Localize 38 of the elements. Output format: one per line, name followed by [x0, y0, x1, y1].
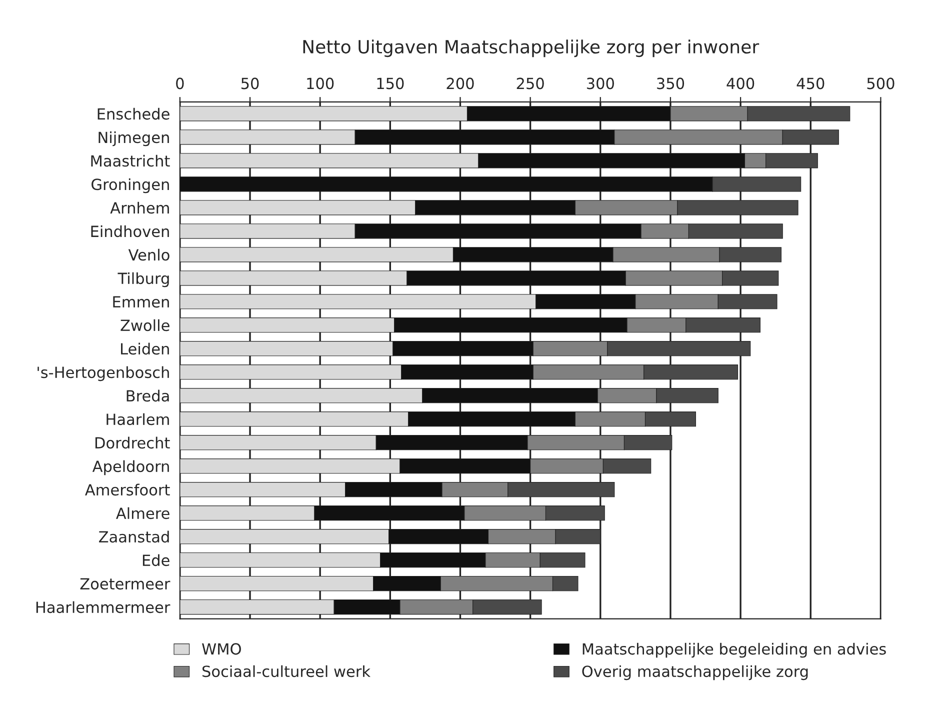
x-tick-label: 300: [586, 78, 614, 90]
x-tick-label: 150: [377, 78, 404, 90]
legend-label: Maatschappelijke begeleiding en advies: [582, 642, 886, 658]
legend-label: Sociaal-cultureel werk: [202, 665, 370, 678]
legend-label: Overig maatschappelijke zorg: [582, 665, 808, 680]
y-tick-label: Enschede: [98, 108, 170, 120]
y-tick-label: Nijmegen: [98, 131, 169, 146]
y-tick-label: Amersfoort: [85, 484, 170, 496]
y-tick-label: Eindhoven: [91, 225, 169, 238]
x-tick-label: 200: [446, 78, 474, 90]
x-tick-label: 350: [657, 78, 684, 90]
y-tick-label: Dordrecht: [95, 436, 170, 449]
y-tick-label: Venlo: [128, 248, 170, 261]
x-tick-label: 500: [867, 78, 894, 90]
x-tick-label: 450: [796, 78, 824, 90]
y-tick-label: Zaanstad: [99, 530, 169, 543]
x-tick-label: 400: [726, 78, 754, 90]
y-tick-label: Zwolle: [120, 319, 170, 332]
y-tick-label: Breda: [126, 390, 169, 402]
y-tick-label: Zoetermeer: [80, 578, 170, 590]
chart-title: Netto Uitgaven Maatschappelijke zorg per inwoner: [303, 40, 760, 58]
y-tick-label: Leiden: [121, 342, 169, 355]
y-tick-label: 's-Hertogenbosch: [38, 366, 169, 382]
legend-label: WMO: [202, 643, 241, 655]
y-tick-label: Arnhem: [110, 202, 169, 214]
y-tick-label: Ede: [142, 554, 170, 566]
x-tick-label: 50: [241, 78, 259, 90]
x-tick-label: 0: [176, 78, 184, 90]
y-tick-label: Haarlemmermeer: [36, 601, 170, 614]
y-tick-label: Haarlem: [106, 413, 169, 426]
y-tick-label: Maastricht: [91, 154, 170, 167]
x-tick-label: 250: [516, 78, 544, 90]
y-tick-label: Apeldoorn: [92, 460, 169, 476]
x-tick-label: 100: [307, 78, 334, 90]
y-tick-label: Tilburg: [118, 272, 169, 288]
y-tick-label: Groningen: [92, 178, 169, 194]
y-tick-label: Emmen: [113, 296, 169, 308]
y-tick-label: Almere: [116, 507, 170, 520]
